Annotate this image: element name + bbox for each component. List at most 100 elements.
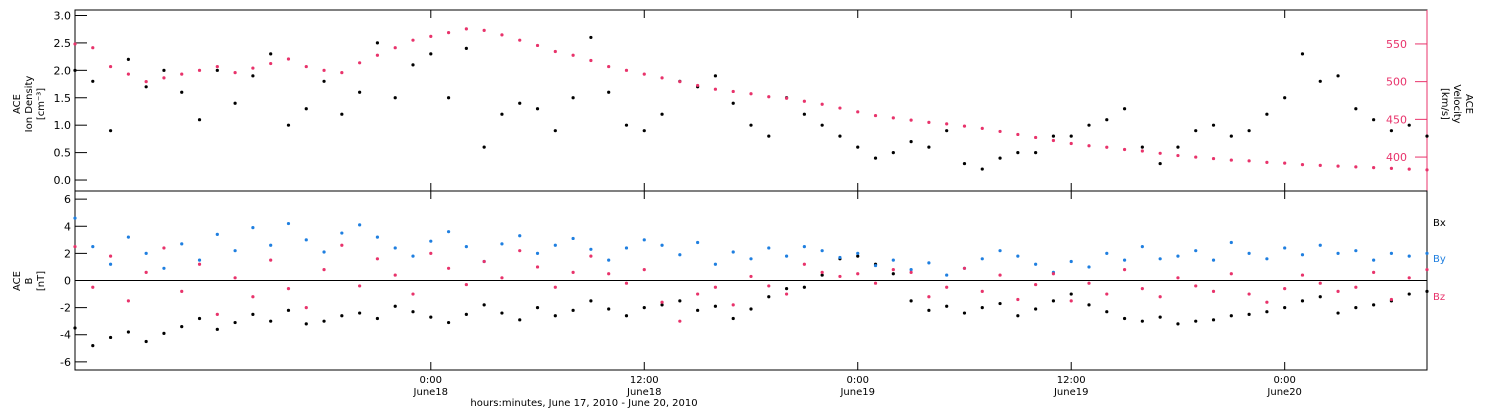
density-point [144, 85, 148, 89]
bx-point [1336, 311, 1340, 315]
by-point [1087, 265, 1091, 269]
by-point [749, 257, 753, 261]
bx-point [464, 312, 468, 317]
by-point [802, 244, 806, 249]
velocity-point [535, 43, 540, 48]
density-point [1016, 151, 1020, 155]
by-point [820, 249, 824, 253]
density-point [624, 123, 629, 127]
bx-point [518, 318, 522, 322]
by-point [980, 257, 984, 261]
density-point [1158, 161, 1162, 166]
date-tick-label: June19 [1053, 387, 1089, 398]
bz-point [642, 268, 646, 272]
density-point [891, 151, 895, 155]
bz-point [1140, 287, 1144, 291]
bz-point [1194, 284, 1198, 288]
bx-point [660, 303, 664, 307]
bx-point [269, 319, 273, 323]
density-point [873, 156, 878, 160]
velocity-point [767, 95, 771, 99]
by-point [286, 221, 291, 226]
time-tick-label: 0:00 [847, 375, 869, 386]
velocity-point [91, 46, 95, 50]
velocity-point [1247, 159, 1251, 163]
field-axis-label-line-3: [nT] [36, 271, 47, 291]
velocity-point [696, 83, 700, 88]
bx-point [553, 314, 557, 318]
by-point [678, 253, 682, 257]
density-point [233, 101, 237, 105]
density-point [304, 107, 308, 111]
bx-point [696, 308, 700, 312]
by-point [500, 242, 504, 246]
top-panel-frame [74, 9, 1428, 192]
bx-point [678, 299, 682, 303]
by-point [340, 231, 344, 235]
density-point [1194, 129, 1198, 133]
density-axis-label-line-3: [cm⁻³] [36, 88, 47, 120]
bx-point [749, 307, 753, 311]
by-point [518, 234, 522, 238]
velocity-tick-label: 500 [1386, 76, 1407, 89]
density-point [1265, 112, 1269, 116]
velocity-point [286, 57, 291, 61]
bz-point [1069, 299, 1073, 303]
bx-point [197, 316, 202, 321]
density-point [909, 140, 913, 144]
bz-point [767, 284, 771, 288]
by-point [1176, 254, 1180, 258]
velocity-point [927, 120, 931, 124]
by-point [553, 243, 557, 247]
field-tick-label: -2 [60, 302, 71, 315]
bx-point [73, 326, 77, 330]
bz-point [286, 287, 291, 291]
velocity-point [251, 66, 255, 70]
velocity-point [500, 33, 504, 37]
by-point [251, 226, 255, 230]
by-point [607, 258, 611, 262]
density-velocity-marks [73, 27, 1429, 172]
density-axis-ticks: 0.0 0.5 1.0 1.5 2.0 2.5 3.0 [54, 9, 87, 187]
bz-point [1247, 292, 1251, 296]
velocity-point [962, 124, 967, 128]
bx-point [713, 304, 718, 308]
legend-by: By [1433, 254, 1446, 265]
velocity-tick-label: 450 [1386, 113, 1407, 126]
velocity-point [784, 96, 789, 100]
by-point [358, 223, 362, 227]
bx-point [375, 316, 380, 321]
bz-point [251, 295, 255, 299]
bx-point [767, 295, 771, 299]
density-point [1336, 74, 1340, 78]
bx-point [1407, 292, 1411, 296]
by-point [731, 250, 735, 254]
by-point [1122, 258, 1127, 262]
bz-point [1300, 273, 1305, 277]
bx-point [322, 319, 326, 323]
density-tick-label: 0.5 [54, 147, 72, 160]
velocity-point [233, 70, 237, 75]
density-point [464, 46, 468, 50]
velocity-point [304, 64, 308, 69]
velocity-point [375, 53, 380, 57]
bx-point [856, 254, 860, 258]
density-point [553, 129, 557, 133]
bx-point [1229, 314, 1233, 318]
density-point [518, 101, 522, 105]
bz-point [820, 270, 824, 274]
by-point [1318, 243, 1322, 247]
velocity-point [749, 92, 753, 96]
bx-point [927, 308, 931, 312]
density-point [642, 129, 646, 133]
velocity-point [1051, 138, 1056, 143]
bz-point [162, 246, 166, 250]
density-point [126, 57, 130, 61]
velocity-point [909, 118, 913, 122]
velocity-point [1034, 135, 1038, 140]
velocity-point [482, 28, 486, 32]
density-point [1122, 107, 1127, 111]
date-tick-label: June18 [626, 387, 662, 398]
bx-point [393, 304, 397, 308]
